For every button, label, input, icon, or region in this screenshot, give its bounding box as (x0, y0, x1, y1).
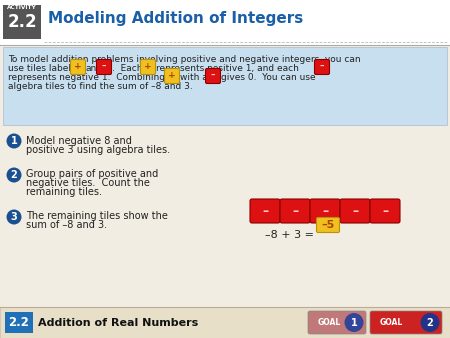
Text: –: – (352, 204, 358, 217)
FancyBboxPatch shape (206, 69, 220, 83)
Text: –: – (322, 204, 328, 217)
Text: +: + (144, 62, 152, 71)
FancyBboxPatch shape (315, 59, 329, 74)
Text: 2.2: 2.2 (9, 316, 29, 329)
FancyBboxPatch shape (5, 312, 33, 333)
Text: –: – (382, 204, 388, 217)
FancyBboxPatch shape (280, 199, 310, 223)
Circle shape (6, 168, 22, 183)
Text: represents negative 1.  Combining a: represents negative 1. Combining a (8, 73, 173, 82)
Text: –: – (292, 204, 298, 217)
FancyBboxPatch shape (140, 59, 156, 74)
Text: 2.2: 2.2 (7, 13, 37, 31)
Text: GOAL: GOAL (318, 318, 341, 327)
FancyBboxPatch shape (316, 217, 339, 233)
FancyBboxPatch shape (96, 59, 112, 74)
Text: use tiles labeled: use tiles labeled (8, 64, 82, 73)
Text: gives 0.  You can use: gives 0. You can use (221, 73, 315, 82)
Text: Model negative 8 and: Model negative 8 and (26, 136, 132, 146)
Text: GOAL: GOAL (380, 318, 403, 327)
Circle shape (6, 134, 22, 148)
Text: –8 + 3 =: –8 + 3 = (265, 230, 318, 240)
Text: –: – (102, 62, 106, 71)
Circle shape (6, 210, 22, 224)
FancyBboxPatch shape (308, 311, 366, 334)
Text: Group pairs of positive and: Group pairs of positive and (26, 169, 158, 179)
Text: –5: –5 (321, 220, 335, 230)
Text: –: – (262, 204, 268, 217)
Circle shape (420, 313, 440, 332)
Text: 2: 2 (427, 317, 433, 328)
FancyBboxPatch shape (3, 47, 447, 125)
Text: 2: 2 (11, 170, 18, 180)
FancyBboxPatch shape (3, 5, 41, 39)
FancyBboxPatch shape (250, 199, 280, 223)
Text: algebra tiles to find the sum of –8 and 3.: algebra tiles to find the sum of –8 and … (8, 82, 193, 91)
FancyBboxPatch shape (71, 59, 86, 74)
Text: represents positive 1, and each: represents positive 1, and each (156, 64, 299, 73)
Text: remaining tiles.: remaining tiles. (26, 187, 102, 197)
Text: +: + (74, 62, 82, 71)
Text: .  Each: . Each (112, 64, 143, 73)
Text: Addition of Real Numbers: Addition of Real Numbers (38, 317, 198, 328)
Text: with a: with a (180, 73, 208, 82)
Text: To model addition problems involving positive and negative integers, you can: To model addition problems involving pos… (8, 55, 360, 64)
FancyBboxPatch shape (310, 199, 340, 223)
Text: 3: 3 (11, 212, 18, 222)
Circle shape (345, 313, 364, 332)
FancyBboxPatch shape (0, 0, 450, 45)
FancyBboxPatch shape (340, 199, 370, 223)
Text: Modeling Addition of Integers: Modeling Addition of Integers (48, 10, 303, 25)
Text: sum of –8 and 3.: sum of –8 and 3. (26, 220, 107, 230)
Text: ACTIVITY: ACTIVITY (7, 5, 37, 10)
FancyBboxPatch shape (370, 199, 400, 223)
FancyBboxPatch shape (165, 69, 180, 83)
Text: –: – (320, 62, 324, 71)
Text: and: and (86, 64, 103, 73)
Text: positive 3 using algebra tiles.: positive 3 using algebra tiles. (26, 145, 170, 155)
Text: –: – (211, 71, 215, 80)
Text: 1: 1 (11, 136, 18, 146)
Text: negative tiles.  Count the: negative tiles. Count the (26, 178, 150, 188)
FancyBboxPatch shape (370, 311, 442, 334)
Text: 1: 1 (351, 317, 357, 328)
FancyBboxPatch shape (0, 307, 450, 338)
Text: +: + (168, 71, 176, 80)
Text: The remaining tiles show the: The remaining tiles show the (26, 211, 168, 221)
